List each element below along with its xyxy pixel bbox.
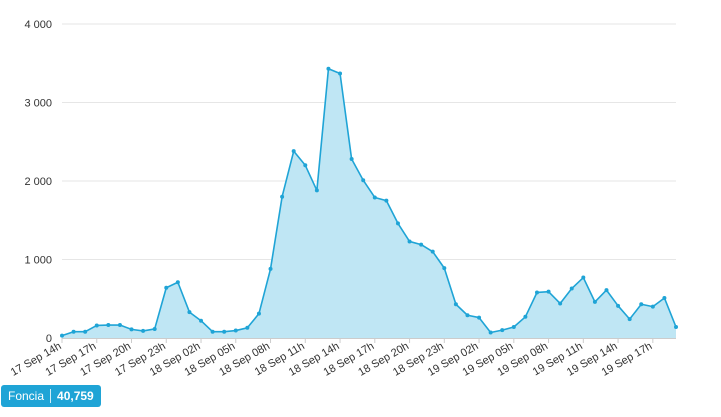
data-point[interactable]: [511, 325, 516, 330]
data-point[interactable]: [674, 325, 678, 330]
data-point[interactable]: [488, 330, 493, 335]
data-point[interactable]: [453, 302, 458, 307]
data-point[interactable]: [361, 178, 366, 183]
data-point[interactable]: [650, 304, 655, 309]
data-point[interactable]: [117, 323, 122, 328]
series-badge[interactable]: Foncia 40,759: [1, 385, 101, 407]
data-point[interactable]: [60, 333, 64, 338]
y-tick-label: 1 000: [24, 255, 52, 267]
data-point[interactable]: [129, 327, 134, 332]
data-point[interactable]: [419, 242, 424, 247]
data-point[interactable]: [500, 328, 505, 333]
data-point[interactable]: [164, 285, 169, 290]
data-point[interactable]: [546, 289, 551, 294]
data-point[interactable]: [523, 314, 528, 319]
data-point[interactable]: [280, 194, 285, 199]
data-point[interactable]: [106, 323, 111, 328]
data-point[interactable]: [152, 326, 157, 331]
data-point[interactable]: [326, 66, 331, 71]
data-point[interactable]: [430, 249, 435, 254]
data-point[interactable]: [187, 310, 192, 315]
data-point[interactable]: [94, 323, 99, 328]
data-point[interactable]: [349, 157, 354, 162]
y-tick-label: 3 000: [24, 98, 52, 110]
data-point[interactable]: [592, 299, 597, 304]
data-point[interactable]: [558, 301, 563, 306]
y-axis: 0 1 000 2 000 3 000 4 000: [24, 19, 52, 345]
data-point[interactable]: [569, 286, 574, 291]
badge-divider: [50, 389, 52, 403]
data-point[interactable]: [407, 239, 412, 244]
data-point[interactable]: [268, 266, 273, 271]
series-badge-value: 40,759: [57, 389, 94, 403]
data-point[interactable]: [616, 303, 621, 308]
data-point[interactable]: [442, 266, 447, 271]
data-point[interactable]: [534, 290, 539, 295]
data-point[interactable]: [581, 275, 586, 280]
data-point[interactable]: [338, 71, 343, 76]
data-point[interactable]: [627, 317, 632, 322]
data-point[interactable]: [465, 313, 470, 318]
data-point[interactable]: [175, 280, 180, 285]
data-point[interactable]: [291, 149, 296, 154]
data-point[interactable]: [222, 329, 227, 334]
y-tick-label: 2 000: [24, 176, 52, 188]
data-point[interactable]: [662, 295, 667, 300]
data-point[interactable]: [372, 195, 377, 200]
data-point[interactable]: [256, 311, 261, 316]
series-badge-label: Foncia: [8, 389, 45, 403]
data-point[interactable]: [604, 288, 609, 293]
data-point[interactable]: [199, 318, 204, 323]
data-point[interactable]: [233, 328, 238, 333]
data-point[interactable]: [395, 221, 400, 226]
data-point[interactable]: [477, 315, 482, 320]
data-point[interactable]: [210, 329, 215, 334]
series-points: [60, 66, 678, 338]
data-point[interactable]: [384, 198, 389, 203]
series-line: [61, 67, 677, 337]
data-point[interactable]: [83, 329, 88, 334]
y-tick-label: 4 000: [24, 19, 52, 31]
data-point[interactable]: [141, 328, 146, 333]
series-area: [62, 68, 676, 338]
y-tick-label: 0: [46, 333, 52, 345]
data-point[interactable]: [314, 188, 319, 193]
data-point[interactable]: [639, 302, 644, 307]
data-point[interactable]: [245, 325, 250, 330]
data-point[interactable]: [71, 329, 76, 334]
data-point[interactable]: [303, 163, 308, 168]
